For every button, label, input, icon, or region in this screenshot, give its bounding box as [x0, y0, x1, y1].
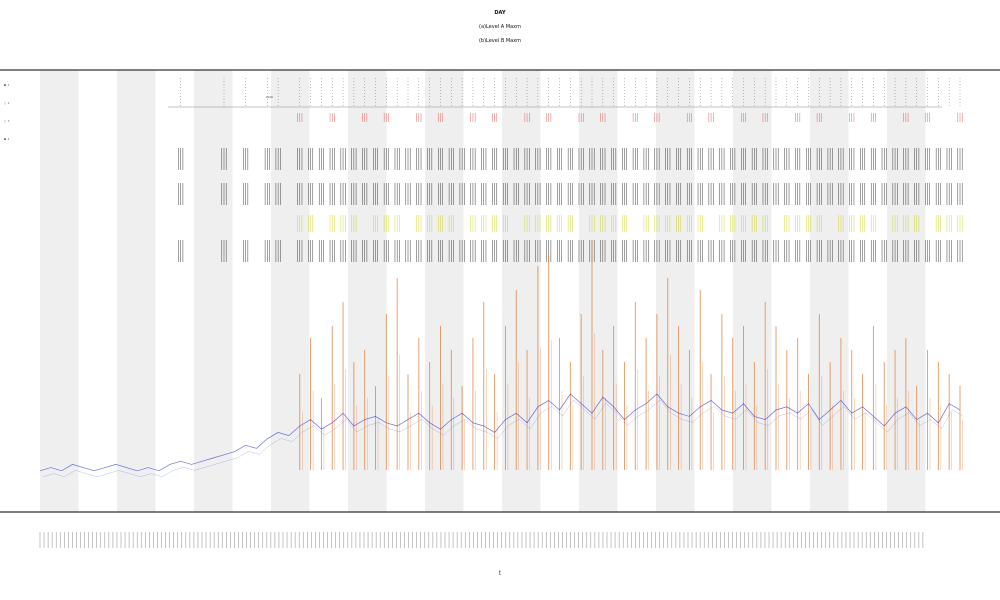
x-axis-label: t [499, 570, 502, 577]
event-tracks [178, 113, 963, 262]
shaded-band [425, 70, 464, 512]
shaded-band [733, 70, 772, 512]
x-tick-labels [39, 532, 924, 548]
legend-entry: □ 2 [4, 101, 10, 105]
shaded-band [194, 70, 233, 512]
chart-title: DAY [494, 10, 506, 16]
shaded-band [579, 70, 618, 512]
shaded-band [40, 70, 79, 512]
blue-series-line [39, 393, 961, 472]
legend-entry: □ 3 [4, 119, 10, 123]
shaded-band [656, 70, 695, 512]
legend-entry: ■ 4 [4, 137, 10, 141]
legend-entry: ■ 1 [4, 83, 10, 87]
orange-series [299, 242, 963, 470]
chart-subtitle-2: (b)Level B Maxm [478, 38, 522, 44]
shaded-band [502, 70, 541, 512]
blue-series [39, 393, 964, 478]
legend: ■ 1 □ 2 □ 3 ■ 4 [4, 83, 10, 141]
chart-subtitle-1: (a)Level A Maxm [479, 24, 521, 30]
shaded-bands [40, 70, 926, 512]
chart-title-block: DAY (a)Level A Maxm (b)Level B Maxm [0, 6, 1000, 48]
shaded-band [271, 70, 310, 512]
blue-series-line [42, 399, 964, 478]
shaded-band [810, 70, 849, 512]
shaded-band [117, 70, 156, 512]
annotation-tag: ROAD [266, 95, 273, 99]
